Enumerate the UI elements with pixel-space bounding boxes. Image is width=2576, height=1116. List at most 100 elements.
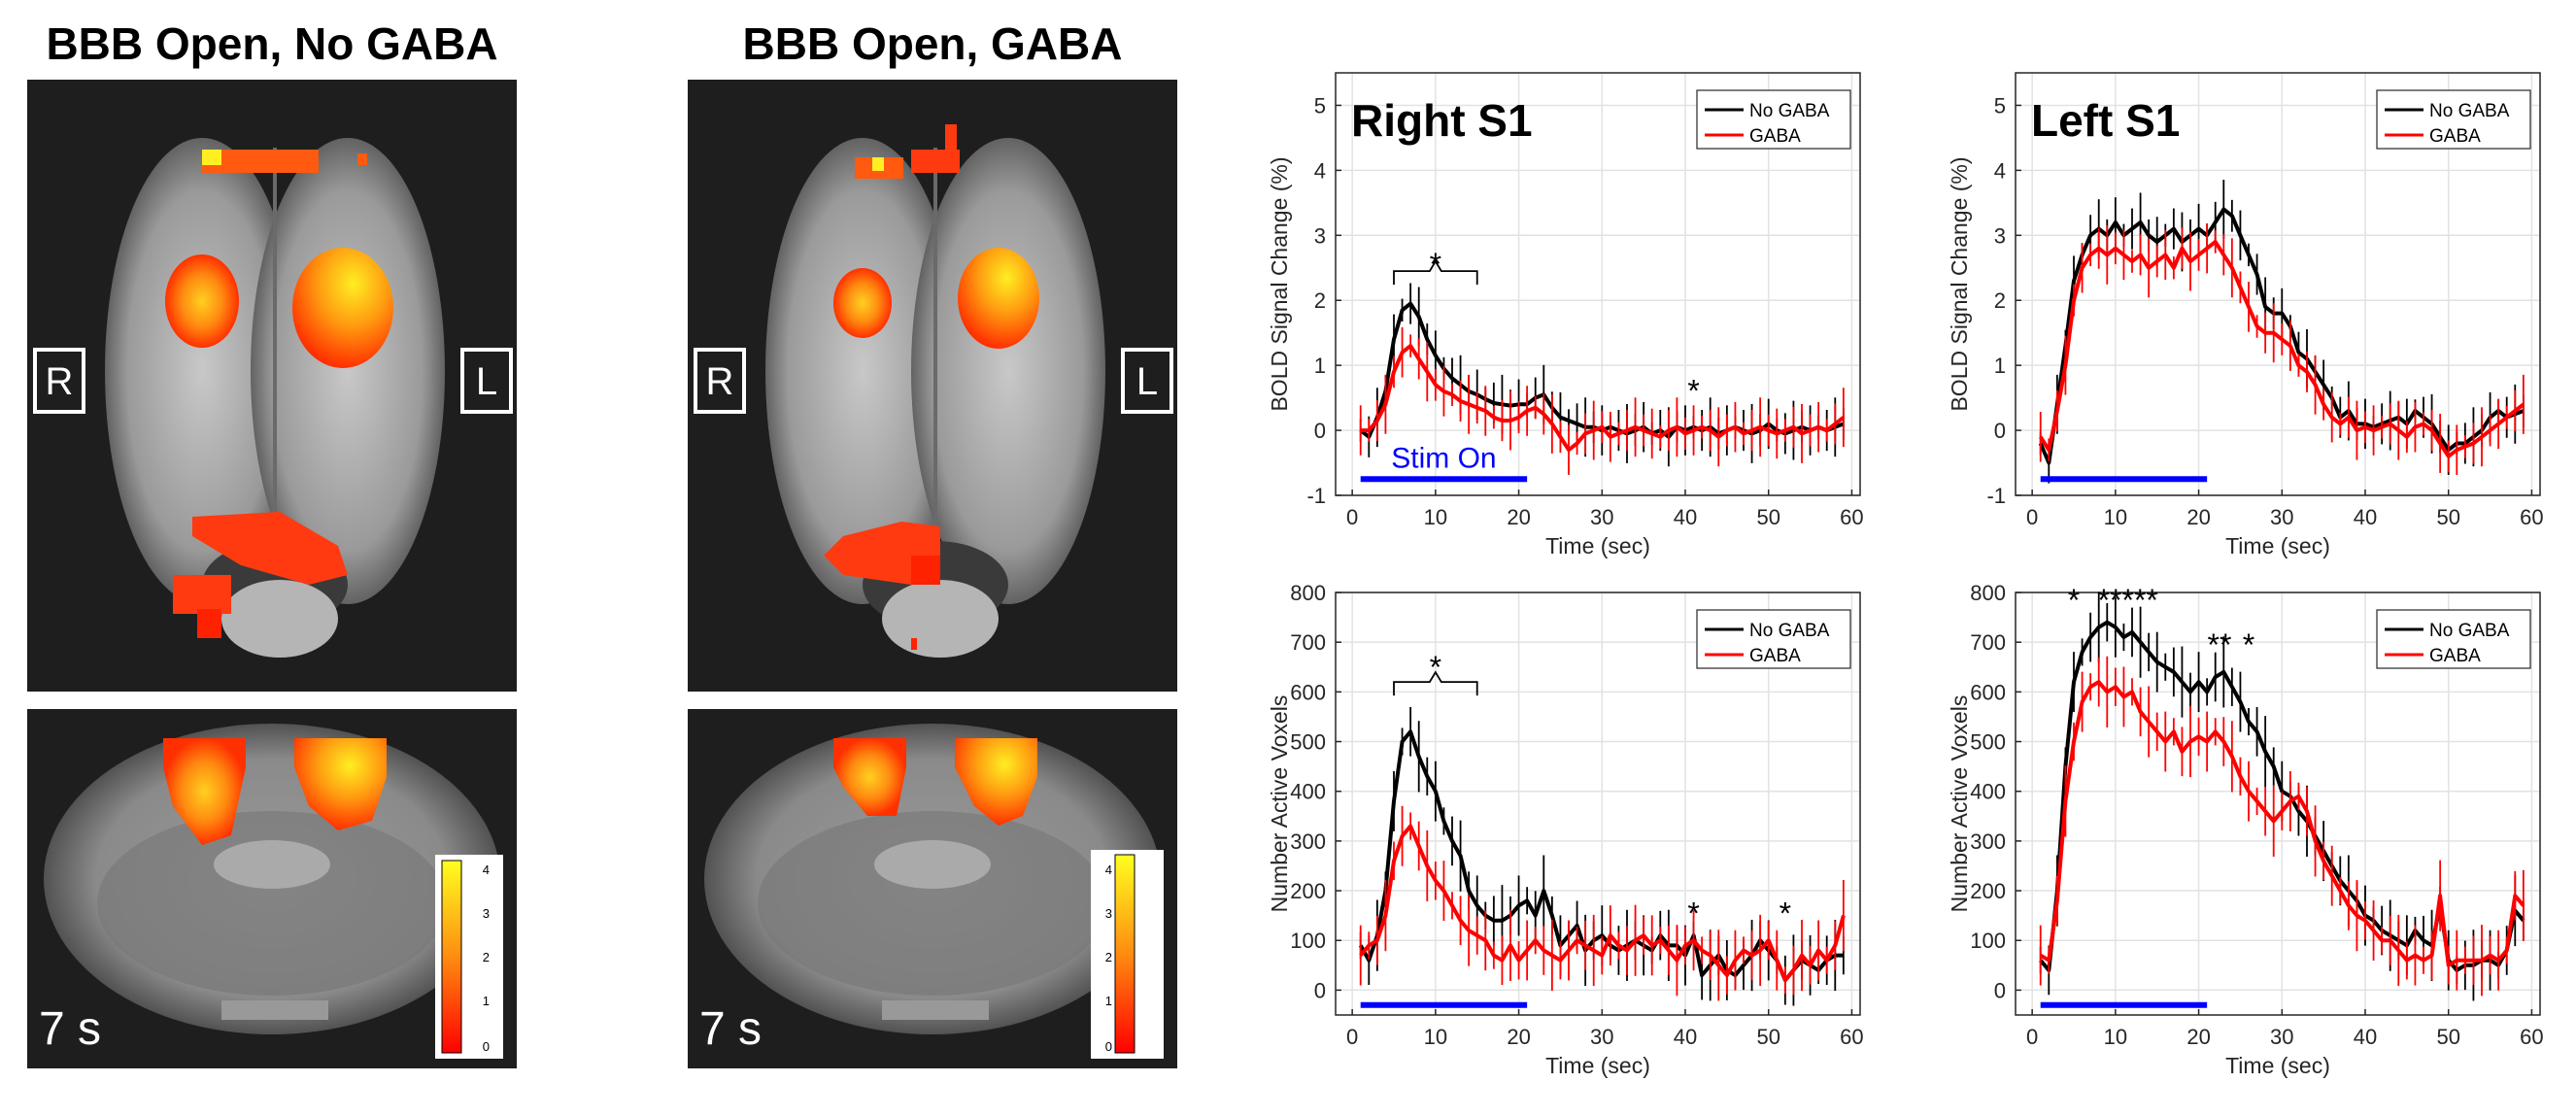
y-tick-label: -1: [1306, 484, 1326, 508]
significance-asterisk: *****: [2098, 583, 2158, 618]
y-tick-label: 600: [1970, 680, 2006, 704]
legend-label: GABA: [1749, 646, 1801, 666]
chart-bold-left-s1: 0 10 20 30 40 50 60 -1 0 1 2 3 4 5 Time (sec) BOLD Sign…: [1947, 72, 2544, 558]
x-tick-label: 20: [2186, 505, 2210, 529]
x-tick-label: 40: [1674, 505, 1697, 529]
cbar-tick-2: 2: [483, 950, 490, 964]
x-tick-label: 0: [2026, 505, 2038, 529]
time-label-no-gaba: 7 s: [39, 1003, 101, 1055]
x-tick-label: 30: [1590, 505, 1613, 529]
significance-asterisk: *: [2243, 627, 2254, 662]
y-tick-label: 1: [1314, 354, 1326, 378]
legend-label: GABA: [1749, 126, 1801, 147]
axes-box: [2015, 592, 2541, 1016]
cbar-tick-0: 0: [483, 1039, 490, 1054]
y-tick-label: 600: [1290, 680, 1326, 704]
cbar-tick-4-gaba: 4: [1105, 862, 1112, 877]
y-tick-label: 0: [1314, 978, 1326, 1002]
x-axis-label: Time (sec): [1545, 533, 1650, 558]
y-tick-label: 800: [1290, 583, 1326, 605]
annotation-bracket: [1393, 670, 1478, 696]
x-tick-label: 50: [2436, 505, 2459, 529]
y-tick-label: 3: [1314, 223, 1326, 248]
panel-label: Left S1: [2031, 95, 2180, 146]
annotation-bracket: [1393, 259, 1478, 286]
significance-asterisk: *: [2068, 583, 2080, 618]
y-tick-label: 200: [1970, 879, 2006, 903]
y-tick-label: 100: [1290, 929, 1326, 953]
series-line-no-gaba: [2038, 207, 2525, 465]
label-l-no-gaba: L: [476, 360, 497, 403]
y-tick-label: 0: [1994, 419, 2006, 443]
legend-label: GABA: [2429, 126, 2481, 147]
x-axis-label: Time (sec): [2225, 533, 2330, 558]
series-line-no-gaba: [1358, 729, 1844, 983]
x-tick-label: 10: [2104, 1025, 2127, 1049]
x-tick-label: 40: [2354, 1025, 2377, 1049]
chart-bold-right-s1: 0 10 20 30 40 50 60 -1 0 1 2 3 4 5 Time (sec) BOLD Sign…: [1267, 72, 1864, 558]
significance-asterisk: *: [1687, 896, 1699, 931]
legend-label: No GABA: [2429, 621, 2510, 641]
x-tick-label: 0: [2026, 1025, 2038, 1049]
axial-brain-image-gaba: R L: [688, 80, 1177, 692]
legend-label: No GABA: [1749, 621, 1830, 641]
axes-box: [2015, 72, 2541, 496]
x-tick-label: 50: [2436, 1025, 2459, 1049]
y-tick-label: 5: [1994, 93, 2006, 118]
legend-box: [1696, 89, 1851, 150]
cbar-tick-3-gaba: 3: [1105, 906, 1112, 921]
x-axis-label: Time (sec): [2225, 1053, 2330, 1078]
series-line-gaba: [2039, 240, 2525, 458]
x-tick-label: 0: [1346, 505, 1358, 529]
y-tick-label: 0: [1314, 419, 1326, 443]
x-axis-label: Time (sec): [1545, 1053, 1650, 1078]
cbar-tick-1: 1: [483, 994, 490, 1008]
y-tick-label: 400: [1290, 780, 1326, 804]
y-tick-label: 700: [1290, 630, 1326, 655]
significance-asterisk: *: [1779, 896, 1791, 931]
significance-asterisk: *: [1687, 374, 1699, 409]
axial-brain-image-no-gaba: R L: [27, 80, 517, 692]
legend-box: [2376, 89, 2531, 150]
stim-label: Stim On: [1391, 442, 1496, 474]
x-tick-label: 20: [2186, 1025, 2210, 1049]
x-tick-label: 60: [1840, 1025, 1863, 1049]
y-tick-label: 2: [1994, 288, 2006, 313]
y-axis-label: BOLD Signal Change (%): [1947, 156, 1972, 411]
significance-asterisk: *: [1430, 650, 1441, 685]
cbar-tick-0-gaba: 0: [1105, 1039, 1112, 1054]
y-tick-label: 100: [1970, 929, 2006, 953]
x-tick-label: 30: [2270, 505, 2293, 529]
legend-label: GABA: [2429, 646, 2481, 666]
left-panel-title: BBB Open, No GABA: [46, 18, 498, 69]
y-axis-label: Number Active Voxels: [1947, 695, 1972, 913]
series-line-gaba: [2039, 680, 2525, 967]
y-axis-label: Number Active Voxels: [1267, 695, 1292, 913]
coronal-brain-image-no-gaba: 7 s 4 3 2 1 0: [27, 709, 517, 1068]
y-tick-label: -1: [1986, 484, 2006, 508]
x-tick-label: 50: [1756, 505, 1779, 529]
y-tick-label: 2: [1314, 288, 1326, 313]
cbar-tick-1-gaba: 1: [1105, 994, 1112, 1008]
x-tick-label: 20: [1507, 1025, 1530, 1049]
label-r-no-gaba: R: [46, 360, 74, 403]
y-tick-label: 4: [1314, 158, 1326, 183]
y-tick-label: 300: [1970, 829, 2006, 854]
x-tick-label: 10: [1424, 505, 1447, 529]
x-tick-label: 10: [1424, 1025, 1447, 1049]
y-tick-label: 500: [1290, 730, 1326, 755]
significance-asterisk: *: [1430, 247, 1441, 282]
axes-box: [1335, 592, 1861, 1016]
y-tick-label: 500: [1970, 730, 2006, 755]
x-tick-label: 60: [1840, 505, 1863, 529]
cbar-tick-2-gaba: 2: [1105, 950, 1112, 964]
series-line-gaba: [1360, 344, 1846, 453]
chart-voxels-right-s1: 0 10 20 30 40 50 600100200300400500600700800Ti…: [1267, 583, 1864, 1078]
chart-voxels-left-s1: 0 10 20 30 40 50 600100200300400500600700800Ti…: [1947, 583, 2544, 1078]
time-label-gaba: 7 s: [699, 1003, 762, 1055]
x-tick-label: 20: [1507, 505, 1530, 529]
legend-box: [2376, 609, 2531, 669]
legend-box: [1696, 609, 1851, 669]
y-tick-label: 300: [1290, 829, 1326, 854]
coronal-brain-image-gaba: 7 s 4 3 2 1 0: [688, 709, 1177, 1068]
